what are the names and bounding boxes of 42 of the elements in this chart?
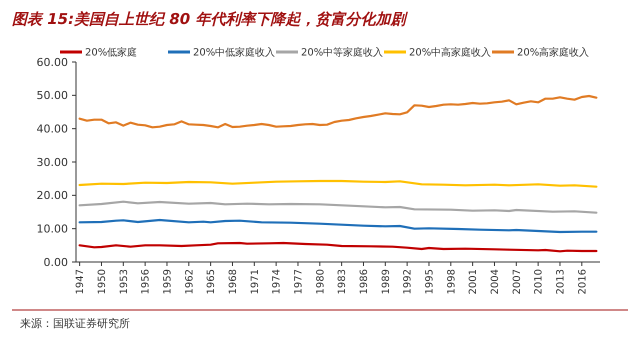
x-tick-label: 1992 (402, 269, 414, 294)
source-note: 来源：国联证券研究所 (20, 317, 130, 330)
x-tick-label: 1980 (315, 269, 326, 294)
legend-label: 20%中高家庭收入 (409, 46, 492, 58)
x-tick-label: 2007 (512, 269, 523, 294)
x-tick-label: 1956 (140, 269, 152, 294)
x-tick-label: 1986 (358, 269, 370, 294)
x-tick-label: 2016 (577, 269, 588, 294)
y-tick-label: 10.00 (36, 222, 68, 236)
legend-label: 20%低家庭 (85, 46, 138, 58)
chart-title: 图表 15:美国自上世纪 80 年代利率下降起，贫富分化加剧 (12, 10, 408, 28)
legend-label: 20%高家庭收入 (517, 46, 590, 58)
x-tick-label: 1977 (293, 269, 304, 294)
line-series (78, 218, 598, 234)
x-tick-label: 2013 (555, 269, 566, 294)
y-tick-label: 0.00 (44, 256, 68, 269)
x-tick-label: 1998 (446, 269, 458, 294)
y-tick-label: 20.00 (36, 189, 68, 202)
x-tick-label: 1968 (228, 269, 239, 294)
x-tick-label: 1965 (206, 269, 218, 294)
line-series (78, 242, 598, 252)
y-tick-label: 40.00 (36, 122, 68, 136)
line-series (78, 200, 598, 214)
x-tick-label: 2010 (534, 269, 545, 294)
y-tick-label: 50.00 (36, 89, 68, 102)
x-tick-label: 1989 (380, 269, 392, 294)
x-tick-label: 1974 (272, 269, 283, 294)
x-tick-label: 1953 (118, 269, 130, 294)
x-tick-label: 1947 (75, 269, 86, 294)
legend-label: 20%中低家庭收入 (193, 46, 276, 58)
y-tick-label: 30.00 (36, 156, 68, 169)
x-tick-label: 1950 (96, 269, 108, 294)
x-tick-label: 1983 (337, 269, 348, 294)
x-tick-label: 2001 (468, 269, 480, 294)
y-tick-label: 60.00 (36, 56, 68, 69)
x-tick-label: 1962 (184, 269, 196, 294)
x-tick-label: 1959 (162, 269, 174, 294)
x-tick-label: 1971 (250, 269, 261, 294)
legend-label: 20%中等家庭收入 (301, 46, 384, 58)
line-series (78, 94, 598, 128)
x-tick-label: 1995 (424, 269, 436, 294)
x-tick-label: 2004 (490, 269, 501, 294)
